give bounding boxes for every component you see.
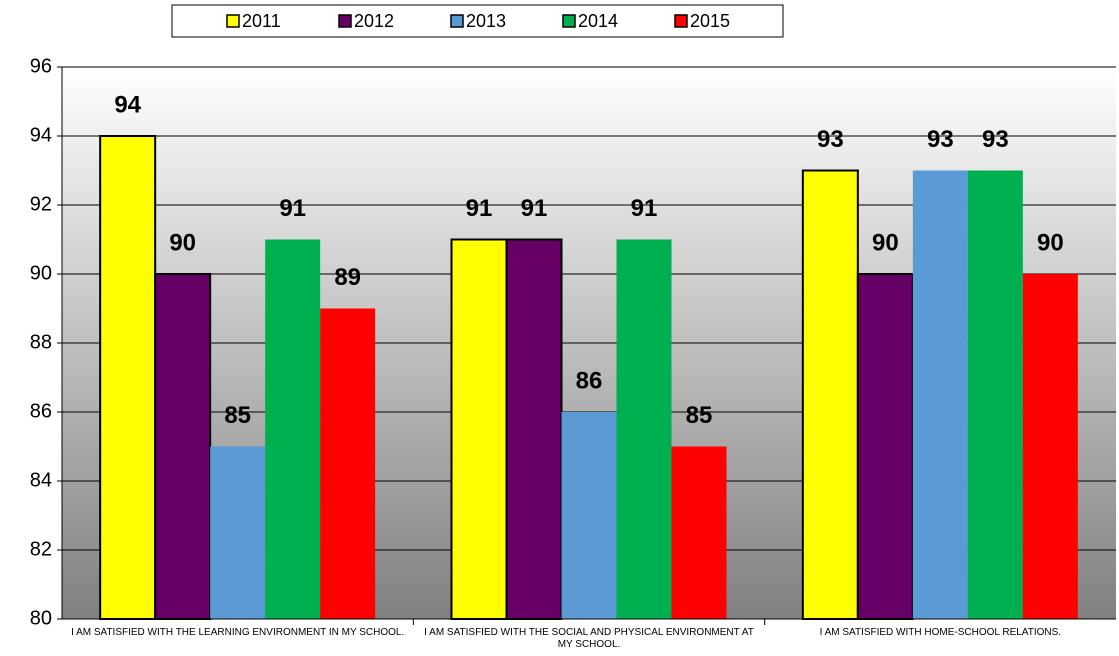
y-tick-label: 96 xyxy=(30,55,52,77)
data-label: 93 xyxy=(927,126,954,153)
legend-label: 2014 xyxy=(578,11,618,31)
data-label: 93 xyxy=(982,126,1009,153)
y-tick-label: 90 xyxy=(30,262,52,284)
data-label: 91 xyxy=(631,195,658,222)
bar xyxy=(505,238,563,620)
x-tick-label: I AM SATISFIED WITH THE LEARNING ENVIRON… xyxy=(71,627,405,638)
bar xyxy=(450,238,508,620)
data-label: 93 xyxy=(817,126,844,153)
y-tick-label: 86 xyxy=(30,400,52,422)
bar xyxy=(154,273,212,620)
bar xyxy=(1022,274,1078,619)
bar xyxy=(616,239,672,619)
bar xyxy=(99,135,157,620)
bar xyxy=(671,446,727,619)
data-label: 91 xyxy=(466,195,493,222)
bar xyxy=(967,170,1023,619)
data-label: 91 xyxy=(521,195,548,222)
legend-swatch xyxy=(338,14,352,28)
legend-swatch xyxy=(674,14,688,28)
y-tick-label: 88 xyxy=(30,331,52,353)
x-tick-label: I AM SATISFIED WITH HOME-SCHOOL RELATION… xyxy=(819,627,1062,638)
data-label: 90 xyxy=(169,229,196,256)
bar xyxy=(801,169,859,620)
data-label: 90 xyxy=(1037,229,1064,256)
data-label: 85 xyxy=(686,402,713,429)
legend-label: 2012 xyxy=(354,11,394,31)
data-label: 94 xyxy=(114,91,141,118)
x-tick-label: I AM SATISFIED WITH THE SOCIAL AND PHYSI… xyxy=(424,627,754,650)
legend-label: 2013 xyxy=(466,11,506,31)
legend-label: 2011 xyxy=(242,11,281,31)
bar xyxy=(561,412,617,619)
data-label: 89 xyxy=(334,264,361,291)
bar xyxy=(856,273,914,620)
data-label: 86 xyxy=(576,367,603,394)
bar xyxy=(320,308,376,619)
legend-swatch xyxy=(562,14,576,28)
legend-label: 2015 xyxy=(690,11,730,31)
y-tick-label: 94 xyxy=(30,124,52,146)
bar xyxy=(912,170,968,619)
y-tick-label: 80 xyxy=(30,607,52,629)
data-label: 85 xyxy=(224,402,251,429)
y-tick-label: 84 xyxy=(30,469,52,491)
data-label: 90 xyxy=(872,229,899,256)
y-tick-label: 92 xyxy=(30,193,52,215)
legend-swatch xyxy=(450,14,464,28)
y-tick-label: 82 xyxy=(30,538,52,560)
data-label: 91 xyxy=(279,195,306,222)
bar xyxy=(265,239,321,619)
bar xyxy=(210,446,266,619)
legend-swatch xyxy=(226,14,240,28)
